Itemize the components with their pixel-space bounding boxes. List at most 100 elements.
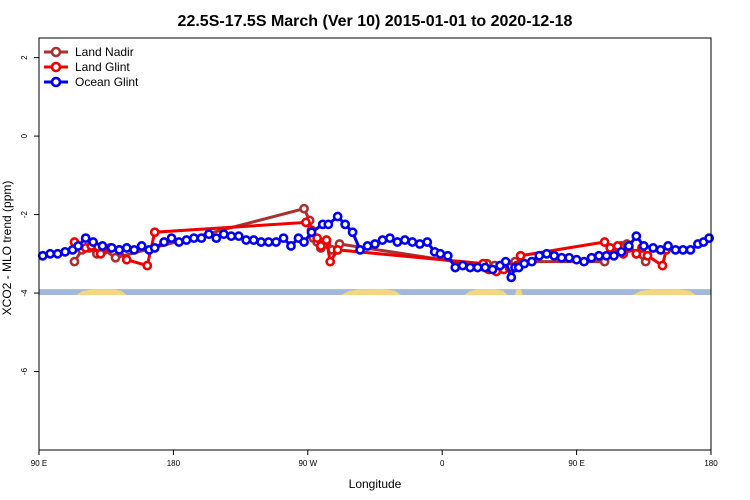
data-point bbox=[52, 248, 63, 259]
data-point bbox=[480, 262, 491, 273]
data-point bbox=[88, 237, 99, 247]
data-point bbox=[80, 233, 91, 244]
data-point bbox=[325, 256, 336, 267]
data-point bbox=[203, 229, 214, 240]
data-point bbox=[407, 237, 418, 247]
x-axis-label: Longitude bbox=[349, 477, 402, 491]
data-point bbox=[69, 256, 80, 267]
data-point bbox=[435, 248, 446, 259]
data-point bbox=[299, 203, 309, 214]
data-point bbox=[355, 244, 365, 255]
y-axis-label: XCO2 - MLO trend (ppm) bbox=[0, 181, 14, 316]
data-point bbox=[414, 239, 425, 249]
data-point bbox=[159, 237, 169, 247]
data-point bbox=[166, 233, 177, 244]
data-point bbox=[623, 241, 634, 251]
legend-label: Land Glint bbox=[75, 60, 130, 74]
data-point bbox=[685, 244, 696, 255]
legend-label: Ocean Glint bbox=[75, 75, 139, 89]
data-point bbox=[579, 256, 589, 267]
data-point bbox=[218, 229, 229, 240]
data-point bbox=[278, 233, 289, 244]
data-point bbox=[106, 243, 117, 253]
data-point bbox=[515, 250, 526, 261]
data-point bbox=[323, 219, 334, 230]
data-point bbox=[181, 235, 192, 245]
data-point bbox=[670, 244, 681, 255]
axes: 90 E 180 90 W 0 90 E 180 2 0 -2 -4 -6 bbox=[20, 37, 718, 468]
data-point bbox=[211, 233, 222, 244]
data-point bbox=[271, 237, 281, 247]
land-segment bbox=[632, 289, 697, 296]
data-point bbox=[241, 235, 252, 245]
data-point bbox=[142, 260, 153, 271]
data-point bbox=[442, 250, 453, 261]
land-segment bbox=[341, 289, 402, 296]
data-point bbox=[657, 260, 668, 271]
data-point bbox=[121, 243, 132, 253]
data-point bbox=[422, 237, 433, 247]
legend-swatch-marker bbox=[50, 61, 62, 73]
plot-area bbox=[37, 203, 715, 296]
data-point bbox=[189, 233, 199, 244]
data-point bbox=[362, 241, 373, 251]
land-segment bbox=[515, 289, 523, 296]
data-point bbox=[392, 237, 403, 247]
y-tick-label: -6 bbox=[20, 367, 29, 375]
legend-label: Land Nadir bbox=[75, 45, 134, 59]
data-point bbox=[605, 243, 616, 253]
data-point bbox=[541, 248, 552, 259]
data-point bbox=[60, 246, 71, 257]
data-point bbox=[616, 246, 627, 257]
data-point bbox=[609, 250, 619, 261]
y-tick-label: -4 bbox=[20, 289, 29, 297]
data-point bbox=[233, 231, 244, 242]
x-tick-label: 0 bbox=[440, 459, 445, 468]
x-tick-label: 180 bbox=[704, 459, 718, 468]
data-point bbox=[196, 233, 207, 244]
x-tick-label: 90 W bbox=[298, 459, 317, 468]
data-point bbox=[642, 250, 653, 261]
data-point bbox=[638, 241, 649, 251]
land-segment bbox=[464, 289, 508, 296]
y-tick-label: 2 bbox=[20, 55, 29, 60]
x-tick-label: 180 bbox=[167, 459, 181, 468]
data-point bbox=[631, 231, 642, 242]
data-point bbox=[332, 211, 343, 222]
data-point bbox=[648, 243, 659, 253]
data-point bbox=[450, 262, 461, 273]
y-tick-label: 0 bbox=[20, 133, 29, 138]
data-point bbox=[526, 256, 537, 267]
data-point bbox=[97, 241, 108, 251]
data-point bbox=[299, 237, 309, 247]
x-tick-label: 90 E bbox=[568, 459, 584, 468]
data-point bbox=[586, 252, 597, 263]
data-point bbox=[306, 227, 317, 238]
data-point bbox=[704, 233, 715, 244]
data-point bbox=[174, 237, 184, 247]
data-point bbox=[385, 233, 395, 244]
data-point bbox=[465, 262, 476, 273]
data-point bbox=[121, 254, 132, 265]
data-point bbox=[377, 235, 388, 245]
data-point bbox=[549, 250, 560, 261]
data-point bbox=[678, 244, 688, 255]
data-point bbox=[136, 241, 147, 251]
data-point bbox=[500, 256, 511, 267]
data-point bbox=[149, 227, 160, 238]
data-point bbox=[655, 244, 666, 255]
data-point bbox=[149, 243, 160, 253]
data-point bbox=[631, 248, 642, 259]
legend-swatch-marker bbox=[50, 46, 62, 58]
data-point bbox=[564, 252, 575, 263]
data-point bbox=[534, 250, 545, 261]
data-point bbox=[263, 237, 274, 247]
data-point bbox=[95, 248, 106, 259]
data-point bbox=[487, 264, 498, 275]
x-tick-label: 90 E bbox=[31, 459, 47, 468]
data-point bbox=[37, 250, 48, 261]
data-point bbox=[519, 258, 530, 269]
data-point bbox=[256, 237, 267, 247]
